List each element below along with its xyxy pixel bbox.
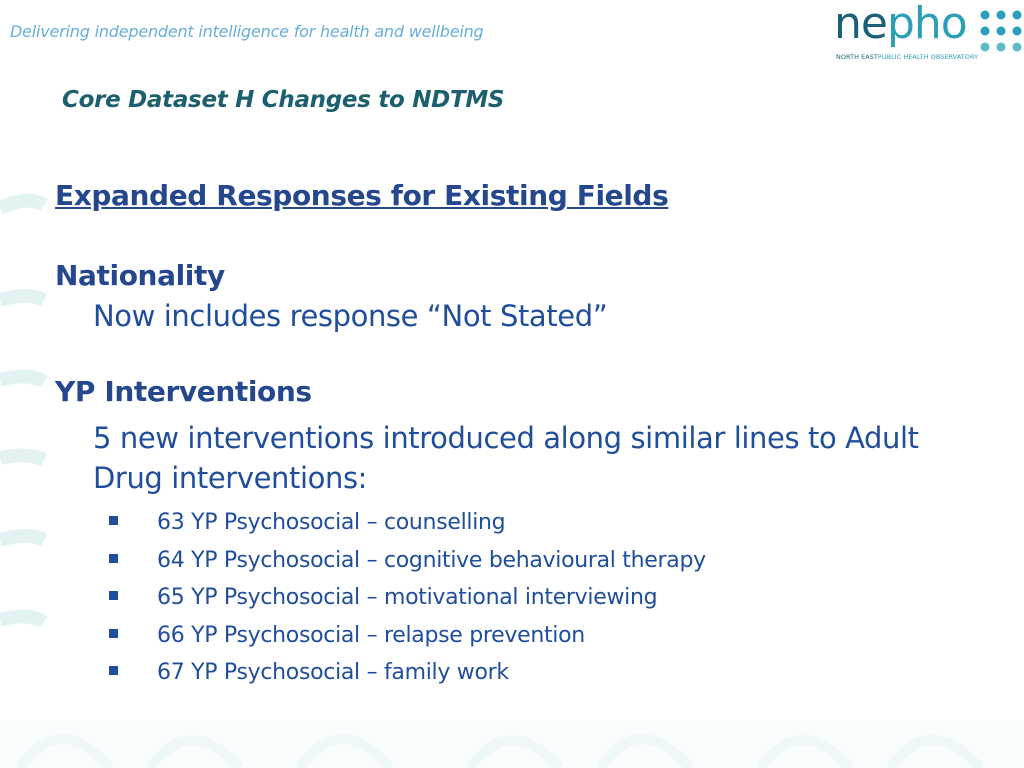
header-tagline: Delivering independent intelligence for …: [10, 22, 484, 41]
list-item-label: 63 YP Psychosocial – counselling: [157, 510, 506, 535]
list-item-label: 67 YP Psychosocial – family work: [157, 660, 509, 686]
logo-subtitle-part2: PUBLIC HEALTH OBSERVATORY: [877, 53, 979, 61]
list-item: 66 YP Psychosocial – relapse prevention: [55, 617, 995, 655]
logo-subtitle-part1: NORTH EAST: [836, 53, 878, 61]
slide-title: Core Dataset H Changes to NDTMS: [62, 87, 505, 113]
list-item: 67 YP Psychosocial – family work: [55, 654, 995, 692]
section-title-nationality: Nationality: [55, 259, 225, 292]
section-body-yp-interventions: 5 new interventions introduced along sim…: [93, 421, 919, 495]
section-nationality: Nationality Now includes response “Not S…: [55, 256, 995, 334]
intervention-list: 63 YP Psychosocial – counselling 64 YP P…: [55, 504, 995, 692]
nepho-logo: nepho NORTH EASTPUBLIC HEALTH OBSERVATOR…: [834, 0, 1022, 66]
square-bullet-icon: [109, 591, 118, 601]
section-body-nationality: Now includes response “Not Stated”: [93, 299, 608, 333]
main-heading: Expanded Responses for Existing Fields: [55, 179, 669, 212]
square-bullet-icon: [109, 666, 118, 676]
section-yp-interventions: YP Interventions 5 new interventions int…: [55, 372, 995, 498]
list-item-label: 64 YP Psychosocial – cognitive behaviour…: [157, 547, 706, 573]
logo-word-part1: ne: [834, 0, 888, 49]
list-item-label: 66 YP Psychosocial – relapse prevention: [157, 622, 585, 648]
list-item: 65 YP Psychosocial – motivational interv…: [55, 579, 995, 617]
slide-content: Expanded Responses for Existing Fields N…: [55, 176, 995, 692]
section-title-yp-interventions: YP Interventions: [55, 375, 312, 408]
list-item: 64 YP Psychosocial – cognitive behaviour…: [55, 542, 995, 580]
square-bullet-icon: [109, 516, 118, 525]
square-bullet-icon: [109, 628, 118, 638]
logo-subtitle: NORTH EASTPUBLIC HEALTH OBSERVATORY: [836, 53, 978, 61]
logo-wordmark: nepho: [834, 0, 968, 49]
list-item-label: 65 YP Psychosocial – motivational interv…: [157, 585, 658, 611]
list-item: 63 YP Psychosocial – counselling: [55, 504, 995, 542]
logo-word-part2: pho: [886, 0, 968, 49]
dot-grid-icon: [980, 10, 1022, 52]
square-bullet-icon: [109, 553, 118, 563]
